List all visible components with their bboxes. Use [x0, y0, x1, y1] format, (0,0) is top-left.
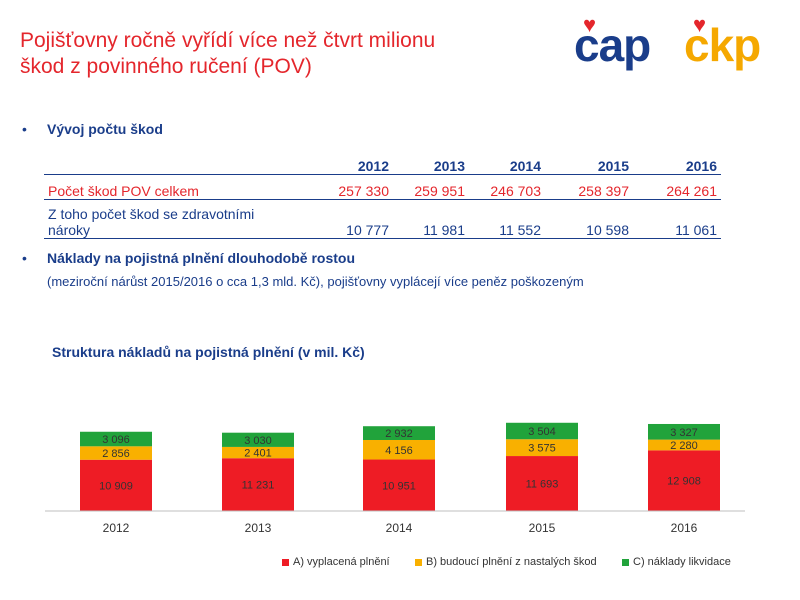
data-label: 2 401 — [244, 448, 272, 460]
title-line-2: škod z povinného ručení (POV) — [20, 55, 312, 78]
data-label: 4 156 — [385, 445, 413, 457]
table-header-year: 2016 — [633, 148, 721, 175]
table-header-year: 2014 — [469, 148, 545, 175]
title-line-1: Pojišťovny ročně vyřídí více než čtvrt m… — [20, 29, 436, 52]
data-label: 3 030 — [244, 435, 272, 447]
bar-segment — [506, 456, 578, 511]
cap-logo: cap ♥ — [574, 12, 651, 72]
table-header-empty — [44, 148, 317, 175]
table-header-row: 2012 2013 2014 2015 2016 — [44, 148, 721, 175]
table-cell: 10 598 — [545, 199, 633, 239]
x-tick-label: 2016 — [671, 521, 698, 535]
bar-segment — [648, 450, 720, 511]
legend-swatch — [622, 558, 629, 566]
bar-segment — [80, 431, 152, 447]
ckp-logo: ckp ♥ — [684, 12, 761, 72]
table-row: Z toho počet škod se zdravotními nároky … — [44, 199, 721, 239]
bar-segment — [80, 446, 152, 460]
bar-segment — [648, 439, 720, 451]
data-label: 2 280 — [670, 440, 698, 452]
data-label: 10 909 — [99, 480, 133, 492]
data-label: 3 096 — [102, 434, 130, 446]
x-tick-label: 2013 — [245, 521, 272, 535]
data-label: 11 231 — [242, 480, 275, 492]
table-header-year: 2015 — [545, 148, 633, 175]
note-text: (meziroční nárůst 2015/2016 o cca 1,3 ml… — [47, 274, 584, 289]
bullet-2: • — [22, 250, 27, 266]
bar-segment — [222, 432, 294, 447]
section-heading-counts: Vývoj počtu škod — [47, 121, 163, 137]
table-cell: 11 981 — [393, 199, 469, 239]
data-label: 2 856 — [102, 448, 130, 460]
table-cell: 11 061 — [633, 199, 721, 239]
legend-item: B) budoucí plnění z nastalých škod — [415, 556, 597, 568]
table-row: Počet škod POV celkem 257 330 259 951 24… — [44, 174, 721, 200]
table-cell: 259 951 — [393, 174, 469, 200]
bar-segment — [80, 459, 152, 511]
section-heading-costs: Náklady na pojistná plnění dlouhodobě ro… — [47, 250, 356, 266]
legend-item: C) náklady likvidace — [622, 556, 731, 568]
data-label: 11 693 — [526, 479, 559, 491]
legend-label: B) budoucí plnění z nastalých škod — [426, 556, 597, 568]
heart-icon: ♥ — [693, 12, 706, 37]
heart-icon: ♥ — [583, 12, 596, 37]
bar-segment — [506, 439, 578, 457]
legend-swatch — [415, 558, 422, 566]
data-label: 3 327 — [670, 427, 698, 439]
table-cell: 257 330 — [317, 174, 393, 200]
bar-segment — [222, 458, 294, 511]
row-label: Počet škod POV celkem — [44, 174, 317, 200]
page-title: Pojišťovny ročně vyřídí více než čtvrt m… — [20, 28, 540, 80]
row-label: Z toho počet škod se zdravotními nároky — [44, 199, 317, 239]
legend-label: A) vyplacená plnění — [293, 556, 390, 568]
table-cell: 10 777 — [317, 199, 393, 239]
bar-segment — [222, 446, 294, 459]
row-label-line-1: Z toho počet škod se zdravotními — [48, 206, 255, 222]
x-tick-label: 2014 — [386, 521, 413, 535]
bar-segment — [363, 426, 435, 440]
bar-segment — [648, 423, 720, 440]
chart-title: Struktura nákladů na pojistná plnění (v … — [52, 344, 365, 360]
cap-logo-text: cap — [574, 19, 651, 71]
data-label: 10 951 — [382, 480, 416, 492]
table-header-year: 2013 — [393, 148, 469, 175]
row-label-line-2: nároky — [48, 222, 91, 238]
data-label: 3 575 — [528, 443, 556, 455]
x-tick-label: 2012 — [103, 521, 130, 535]
x-tick-label: 2015 — [529, 521, 556, 535]
data-label: 2 932 — [385, 428, 413, 440]
claims-table: 2012 2013 2014 2015 2016 Počet škod POV … — [44, 148, 721, 239]
bar-segment — [363, 439, 435, 460]
ckp-logo-text: ckp — [684, 19, 761, 71]
data-label: 3 504 — [528, 426, 556, 438]
legend-item: A) vyplacená plnění — [282, 556, 390, 568]
table-cell: 258 397 — [545, 174, 633, 200]
table-cell: 246 703 — [469, 174, 545, 200]
table-cell: 11 552 — [469, 199, 545, 239]
bar-segment — [363, 459, 435, 511]
table-cell: 264 261 — [633, 174, 721, 200]
table-header-year: 2012 — [317, 148, 393, 175]
legend-label: C) náklady likvidace — [633, 556, 731, 568]
legend-swatch — [282, 558, 289, 566]
bullet-1: • — [22, 121, 27, 137]
bar-segment — [506, 422, 578, 440]
data-label: 12 908 — [667, 476, 701, 488]
